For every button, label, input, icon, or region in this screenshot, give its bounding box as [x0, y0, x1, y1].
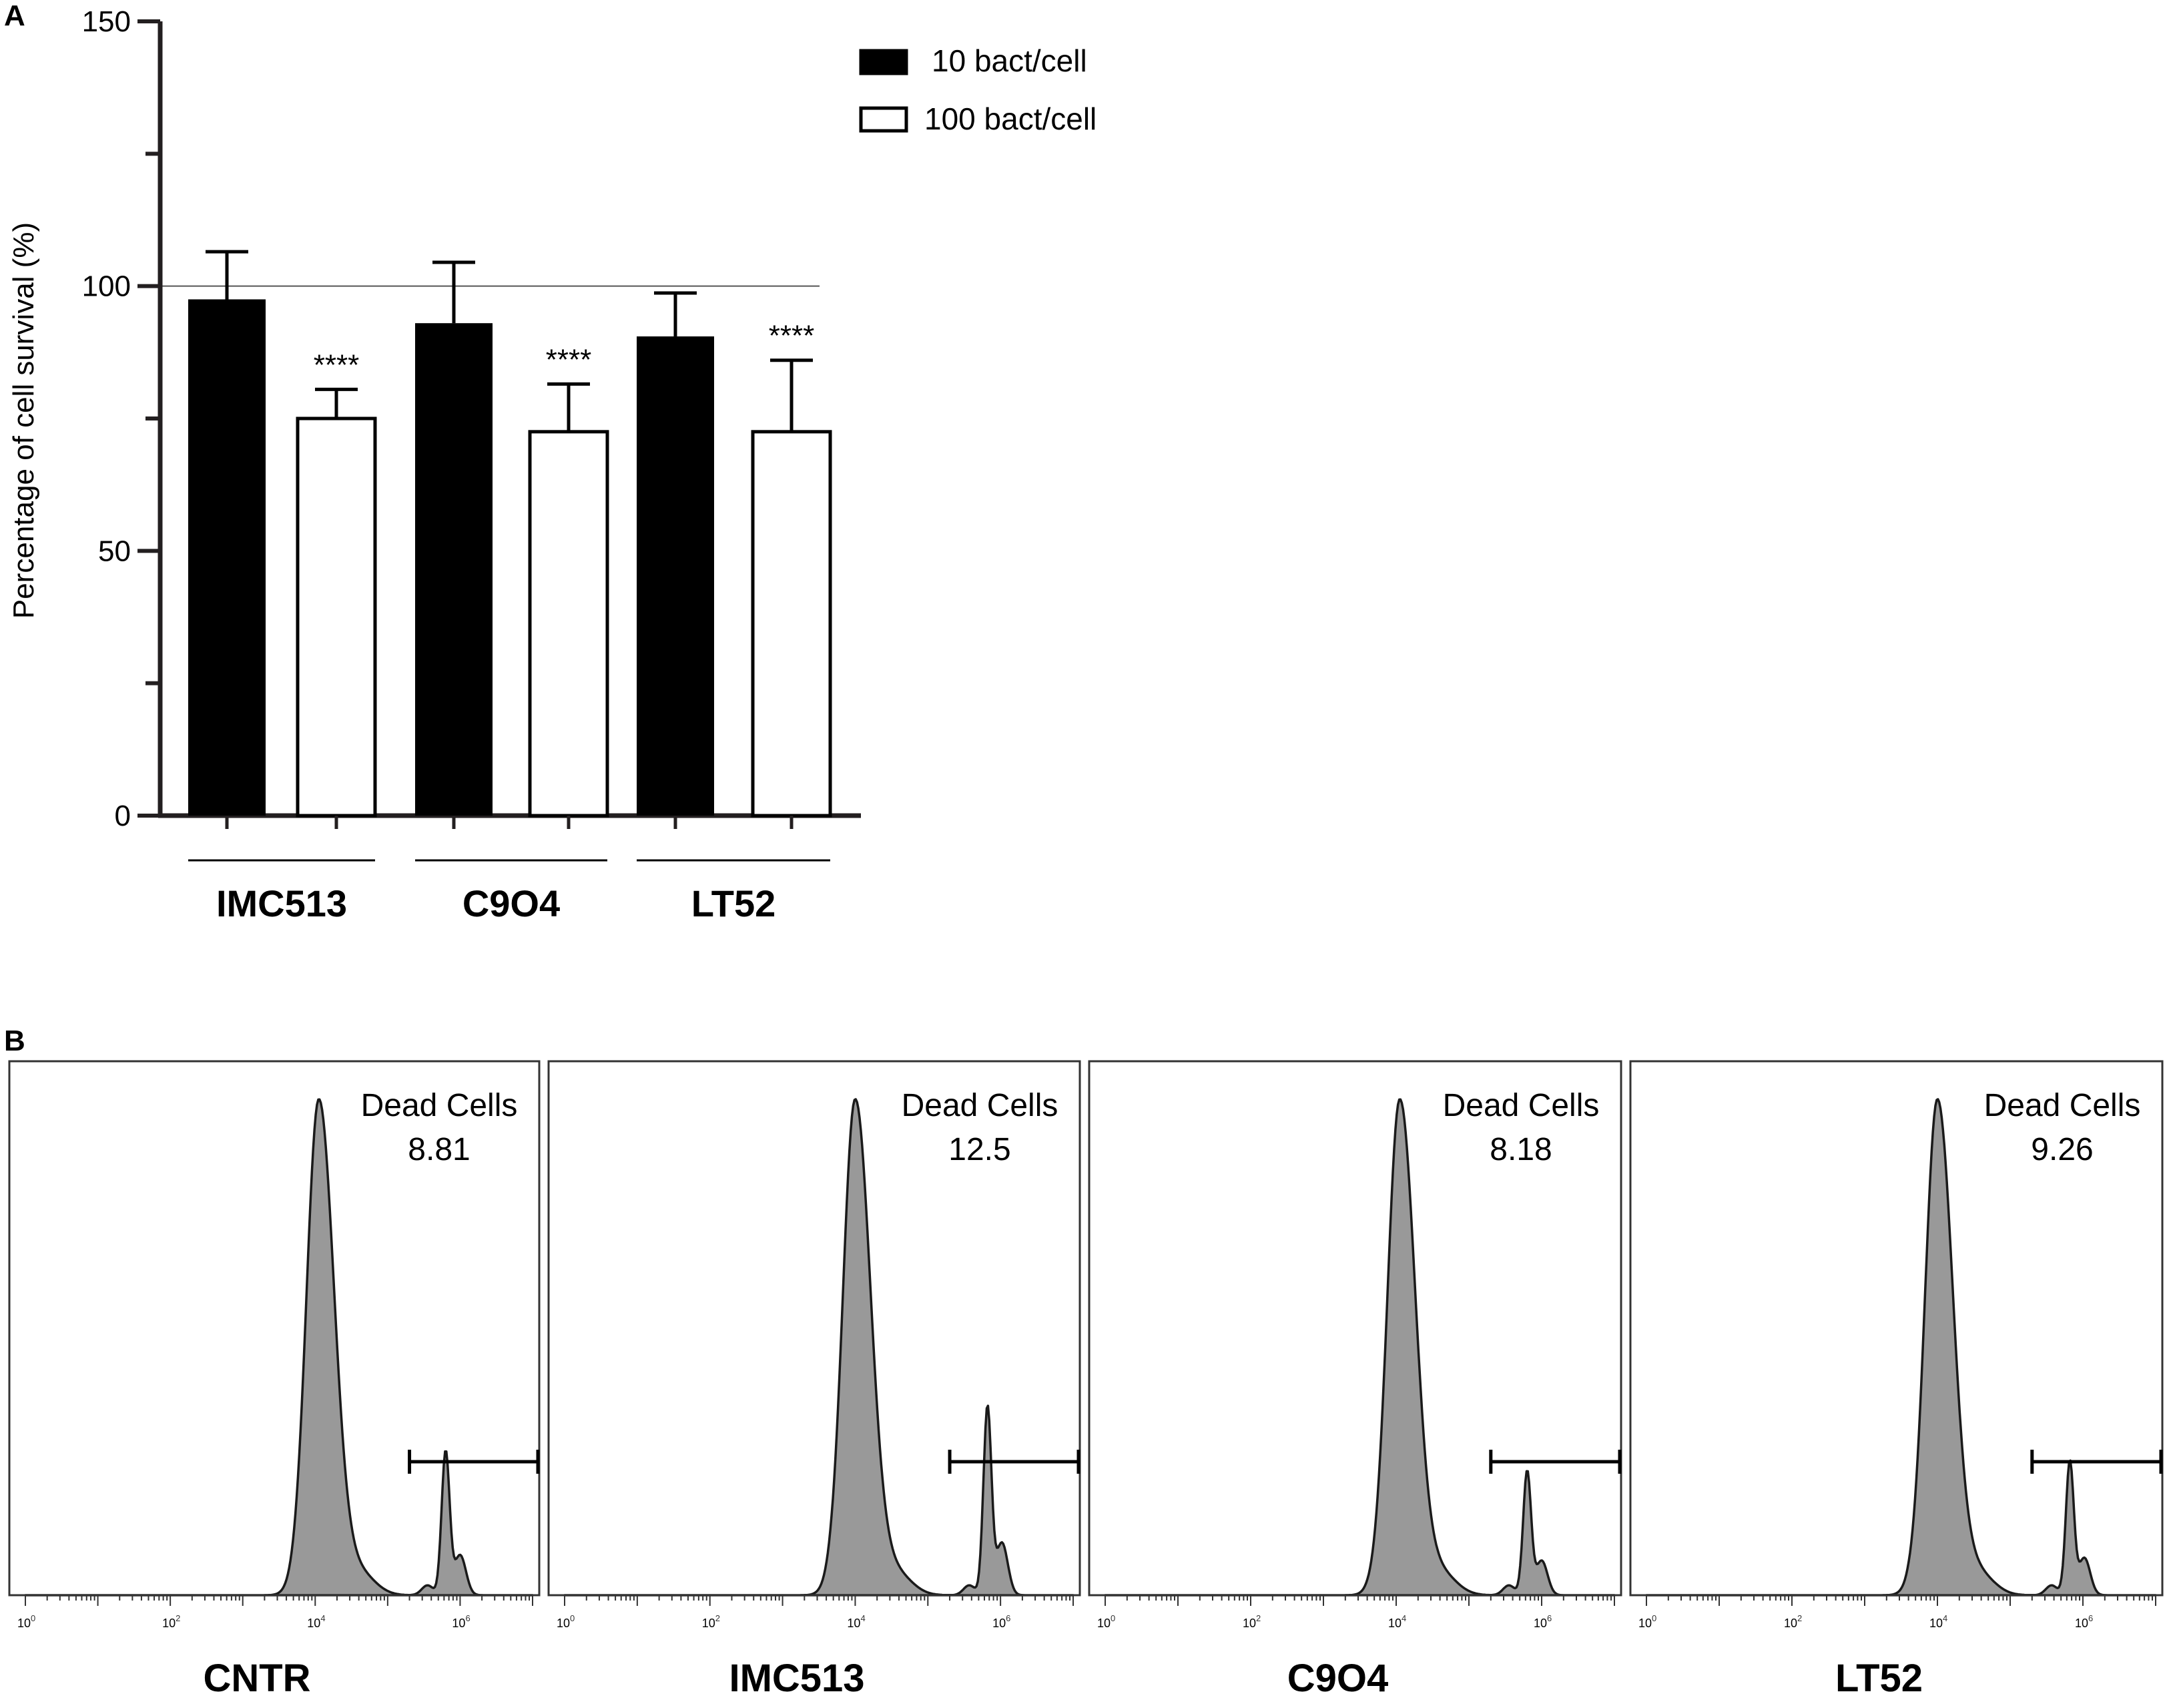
- decade-exponent: 6: [465, 1613, 470, 1623]
- gate-percentage: 9.26: [2031, 1132, 2093, 1167]
- decade-tick-label: 100: [1097, 1613, 1115, 1630]
- decade-tick-label: 100: [17, 1613, 35, 1630]
- panel-label-b: B: [4, 1025, 25, 1057]
- decade-exponent: 4: [1402, 1613, 1406, 1623]
- decade-tick-label: 104: [847, 1613, 865, 1630]
- decade-tick-label: 104: [1388, 1613, 1406, 1630]
- decade-base: 10: [1243, 1617, 1256, 1630]
- decade-exponent: 6: [1547, 1613, 1552, 1623]
- decade-base: 10: [1929, 1617, 1943, 1630]
- decade-tick-label: 106: [1534, 1613, 1552, 1630]
- y-tick-label: 150: [82, 5, 131, 38]
- y-tick-label: 100: [82, 270, 131, 303]
- decade-tick-label: 106: [2075, 1613, 2093, 1630]
- decade-tick-label: 102: [702, 1613, 720, 1630]
- bar-10-bact-c9o4: [415, 323, 493, 816]
- decade-exponent: 2: [715, 1613, 720, 1623]
- decade-exponent: 2: [176, 1613, 180, 1623]
- decade-base: 10: [557, 1617, 570, 1630]
- significance-label: ****: [314, 348, 360, 381]
- decade-base: 10: [702, 1617, 715, 1630]
- decade-tick-label: 100: [557, 1613, 575, 1630]
- decade-tick-label: 106: [452, 1613, 470, 1630]
- bar-10-bact-imc513: [188, 299, 266, 816]
- significance-label: ****: [769, 320, 815, 352]
- decade-base: 10: [162, 1617, 176, 1630]
- decade-base: 10: [452, 1617, 465, 1630]
- decade-tick-label: 104: [1929, 1613, 1947, 1630]
- decade-base: 10: [2075, 1617, 2088, 1630]
- decade-base: 10: [992, 1617, 1006, 1630]
- legend-swatch-100: [859, 106, 908, 133]
- decade-tick-label: 104: [307, 1613, 325, 1630]
- decade-exponent: 2: [1797, 1613, 1802, 1623]
- gate-percentage: 8.18: [1490, 1132, 1552, 1167]
- gate-label: Dead Cells: [1984, 1088, 2141, 1123]
- y-tick-label: 0: [115, 800, 131, 832]
- group-label-lt52: LT52: [691, 882, 776, 924]
- legend-label-10: 10 bact/cell: [932, 43, 1087, 78]
- sample-label-lt52: LT52: [1835, 1657, 1923, 1700]
- significance-label: ****: [546, 343, 592, 376]
- decade-exponent: 6: [2088, 1613, 2093, 1623]
- decade-exponent: 0: [1111, 1613, 1115, 1623]
- gate-percentage: 8.81: [408, 1132, 470, 1167]
- decade-exponent: 4: [860, 1613, 865, 1623]
- sample-label-c9o4: C9O4: [1287, 1657, 1389, 1700]
- decade-tick-label: 100: [1638, 1613, 1656, 1630]
- gate-label: Dead Cells: [902, 1088, 1058, 1123]
- y-tick-label: 50: [98, 535, 131, 567]
- group-label-c9o4: C9O4: [462, 882, 560, 924]
- decade-exponent: 4: [1943, 1613, 1947, 1623]
- y-axis-title: Percentage of cell survival (%): [7, 222, 40, 619]
- legend-label-100: 100 bact/cell: [924, 101, 1097, 136]
- decade-base: 10: [1784, 1617, 1797, 1630]
- decade-base: 10: [17, 1617, 31, 1630]
- gate-percentage: 12.5: [948, 1132, 1010, 1167]
- sample-label-imc513: IMC513: [729, 1657, 864, 1700]
- decade-tick-label: 102: [1784, 1613, 1802, 1630]
- decade-exponent: 0: [570, 1613, 575, 1623]
- decade-base: 10: [1638, 1617, 1652, 1630]
- legend-swatch-10: [859, 49, 908, 75]
- decade-base: 10: [307, 1617, 320, 1630]
- group-label-imc513: IMC513: [216, 882, 347, 924]
- gate-label: Dead Cells: [1443, 1088, 1600, 1123]
- decade-exponent: 2: [1256, 1613, 1261, 1623]
- decade-tick-label: 106: [992, 1613, 1010, 1630]
- histogram-frame: [1088, 1060, 1622, 1597]
- decade-base: 10: [1097, 1617, 1111, 1630]
- decade-exponent: 4: [320, 1613, 325, 1623]
- decade-exponent: 6: [1006, 1613, 1010, 1623]
- decade-tick-label: 102: [1243, 1613, 1261, 1630]
- decade-base: 10: [1534, 1617, 1547, 1630]
- decade-base: 10: [847, 1617, 860, 1630]
- bar-10-bact-lt52: [637, 336, 714, 816]
- panel-label-a: A: [4, 0, 25, 32]
- decade-base: 10: [1388, 1617, 1402, 1630]
- decade-exponent: 0: [1652, 1613, 1656, 1623]
- decade-tick-label: 102: [162, 1613, 180, 1630]
- bar-100-bact-c9o4: [528, 430, 609, 818]
- bar-100-bact-lt52: [751, 430, 832, 818]
- gate-label: Dead Cells: [361, 1088, 518, 1123]
- sample-label-cntr: CNTR: [203, 1657, 310, 1700]
- bar-chart-panel-a: 0 50 100 150 **** IMC513 **** C9O4 **** LT52 10 ba…: [82, 5, 1097, 924]
- decade-exponent: 0: [31, 1613, 35, 1623]
- bar-100-bact-imc513: [296, 416, 377, 818]
